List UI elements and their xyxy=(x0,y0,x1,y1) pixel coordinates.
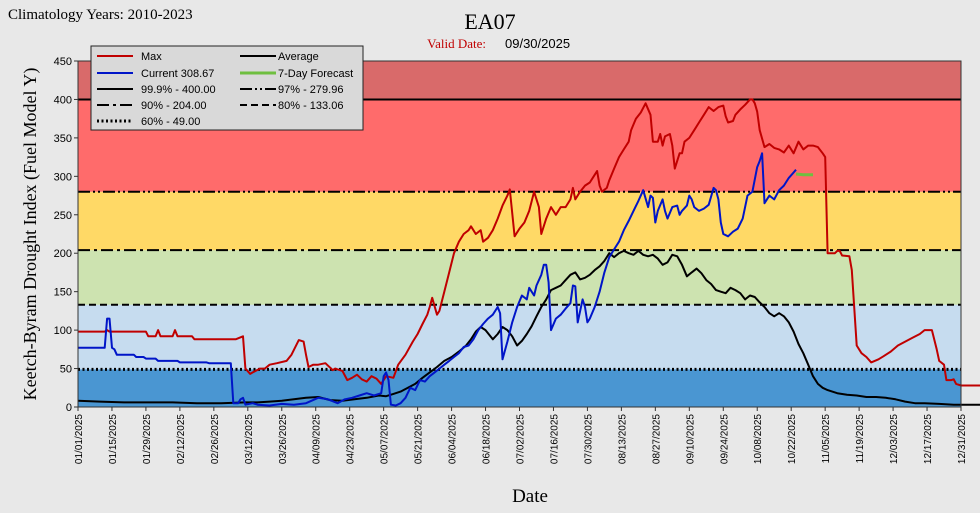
legend-label-p60: 60% - 49.00 xyxy=(141,116,200,128)
series-7-day-forecast xyxy=(795,172,813,177)
x-tick-label: 02/26/2025 xyxy=(210,414,221,464)
x-tick-label: 10/08/2025 xyxy=(753,414,764,464)
series-current xyxy=(78,152,797,407)
x-tick-label: 08/27/2025 xyxy=(651,414,662,464)
legend-label-average: Average xyxy=(278,51,319,63)
legend-label-max: Max xyxy=(141,51,162,63)
y-tick-label: 0 xyxy=(66,402,72,414)
x-tick-label: 05/07/2025 xyxy=(380,414,391,464)
x-tick-label: 02/12/2025 xyxy=(176,414,187,464)
x-tick-label: 06/18/2025 xyxy=(482,414,493,464)
chart-title: EA07 xyxy=(464,9,515,34)
legend-box xyxy=(90,45,364,131)
legend: Max Average Current 308.67 7-Day Forecas… xyxy=(90,45,364,131)
x-tick-label: 03/26/2025 xyxy=(278,414,289,464)
percentile-bands xyxy=(78,61,961,407)
legend-label-p97: 97% - 279.96 xyxy=(278,84,343,96)
x-tick-label: 08/13/2025 xyxy=(617,414,628,464)
y-tick-label: 200 xyxy=(54,248,72,260)
x-tick-label: 06/04/2025 xyxy=(448,414,459,464)
y-tick-label: 250 xyxy=(54,210,72,222)
x-tick-label: 01/01/2025 xyxy=(74,414,85,464)
y-tick-label: 350 xyxy=(54,133,72,145)
y-tick-label: 100 xyxy=(54,325,72,337)
band-0 xyxy=(78,369,961,407)
x-tick-label: 03/12/2025 xyxy=(244,414,255,464)
x-tick-label: 07/02/2025 xyxy=(516,414,527,464)
y-tick-label: 300 xyxy=(54,171,72,183)
y-tick-label: 150 xyxy=(54,287,72,299)
x-tick-label: 04/09/2025 xyxy=(312,414,323,464)
x-tick-label: 09/24/2025 xyxy=(719,414,730,464)
series-average xyxy=(77,249,980,406)
x-tick-label: 01/15/2025 xyxy=(108,414,119,464)
band-3 xyxy=(78,191,961,251)
legend-label-forecast: 7-Day Forecast xyxy=(278,68,353,80)
band-2 xyxy=(78,250,961,305)
x-tick-label: 12/03/2025 xyxy=(889,414,900,464)
x-tick-label: 04/23/2025 xyxy=(346,414,357,464)
legend-label-p90: 90% - 204.00 xyxy=(141,100,206,112)
x-tick-label: 11/05/2025 xyxy=(821,414,832,464)
legend-label-p999: 99.9% - 400.00 xyxy=(141,84,216,96)
x-axis-title: Date xyxy=(512,486,548,507)
legend-label-p80: 80% - 133.06 xyxy=(278,100,343,112)
valid-date-value: 09/30/2025 xyxy=(505,36,570,51)
x-tick-label: 07/30/2025 xyxy=(583,414,594,464)
y-tick-label: 450 xyxy=(54,56,72,68)
valid-date-label: Valid Date: xyxy=(427,36,486,51)
x-tick-label: 10/22/2025 xyxy=(787,414,798,464)
band-1 xyxy=(78,304,961,370)
y-tick-label: 50 xyxy=(60,364,72,376)
x-tick-label: 05/21/2025 xyxy=(414,414,425,464)
data-series xyxy=(77,98,980,407)
x-tick-label: 12/17/2025 xyxy=(923,414,934,464)
series-max xyxy=(78,98,980,387)
climatology-years: Climatology Years: 2010-2023 xyxy=(8,7,193,23)
y-axis: 0 50 100 150 200 250 300 350 400 450 xyxy=(54,56,78,414)
x-tick-label: 07/16/2025 xyxy=(549,414,560,464)
x-tick-label: 11/19/2025 xyxy=(855,414,866,464)
legend-label-current: Current 308.67 xyxy=(141,68,214,80)
x-tick-label: 09/10/2025 xyxy=(685,414,696,464)
x-tick-label: 12/31/2025 xyxy=(957,414,968,464)
y-tick-label: 400 xyxy=(54,94,72,106)
x-axis: 01/01/2025 01/15/2025 01/29/2025 02/12/2025… xyxy=(74,407,968,464)
y-axis-title: Keetch-Byram Drought Index (Fuel Model Y… xyxy=(20,68,41,401)
x-tick-label: 01/29/2025 xyxy=(142,414,153,464)
